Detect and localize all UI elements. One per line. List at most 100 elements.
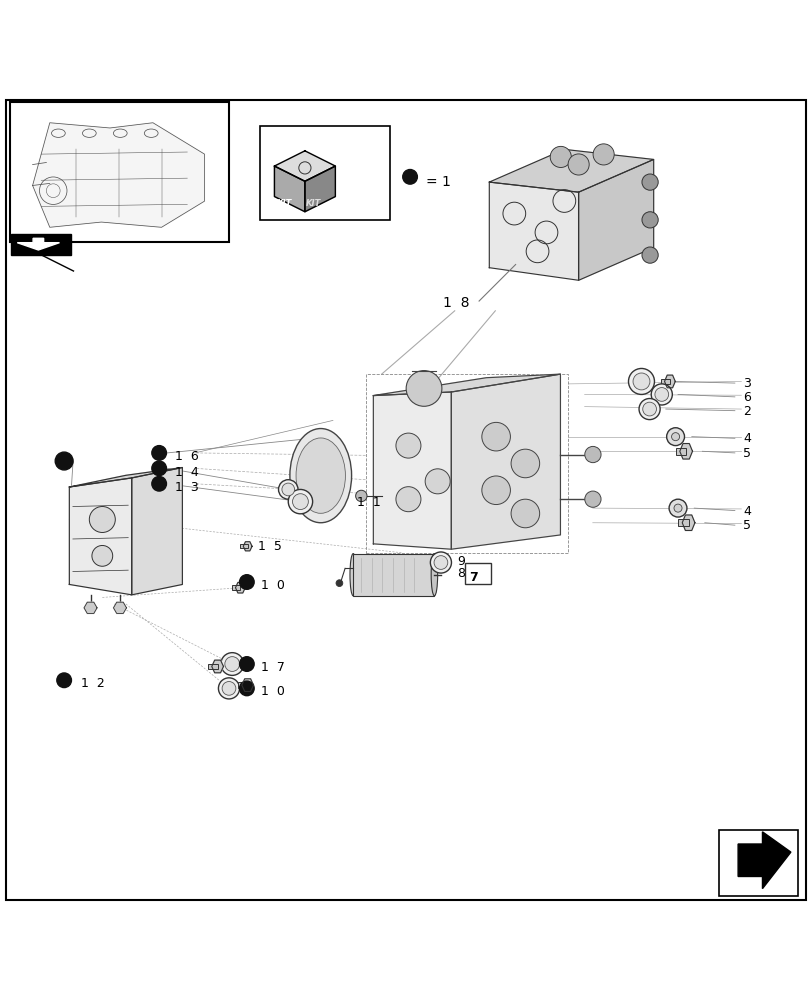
Bar: [675, 448, 685, 455]
Bar: [10, 102, 229, 242]
Polygon shape: [373, 374, 560, 396]
Circle shape: [628, 368, 654, 394]
Circle shape: [278, 480, 298, 499]
Polygon shape: [489, 182, 578, 280]
Circle shape: [292, 494, 308, 510]
Bar: [208, 664, 217, 669]
Text: 1  0: 1 0: [261, 685, 285, 698]
Circle shape: [406, 371, 441, 406]
Polygon shape: [235, 582, 245, 593]
Circle shape: [642, 247, 658, 263]
Bar: [240, 544, 247, 548]
Circle shape: [281, 483, 294, 496]
Text: 1  2: 1 2: [81, 677, 105, 690]
Circle shape: [57, 673, 71, 688]
Polygon shape: [373, 392, 451, 549]
Circle shape: [396, 487, 420, 512]
Bar: [353, 554, 434, 596]
Circle shape: [336, 580, 342, 587]
Bar: [677, 519, 688, 526]
Text: 4: 4: [742, 432, 750, 445]
Circle shape: [218, 678, 239, 699]
Polygon shape: [451, 374, 560, 549]
Circle shape: [668, 499, 686, 517]
Polygon shape: [242, 679, 253, 691]
Circle shape: [288, 489, 312, 514]
Polygon shape: [274, 151, 335, 181]
Bar: [718, 830, 797, 896]
Text: = 1: = 1: [426, 175, 451, 189]
Circle shape: [650, 384, 672, 405]
Text: 5: 5: [742, 519, 750, 532]
Circle shape: [510, 449, 539, 478]
Text: 1  0: 1 0: [261, 579, 285, 592]
Circle shape: [152, 476, 166, 491]
Circle shape: [584, 446, 600, 463]
Polygon shape: [274, 166, 304, 212]
Bar: [11, 234, 71, 255]
Text: 1  3: 1 3: [174, 481, 198, 494]
Polygon shape: [679, 444, 692, 459]
Circle shape: [152, 461, 166, 476]
Circle shape: [221, 653, 243, 675]
Circle shape: [642, 212, 658, 228]
Circle shape: [550, 146, 571, 167]
Text: 1  6: 1 6: [174, 450, 198, 463]
Circle shape: [654, 388, 667, 401]
Bar: [465, 563, 491, 584]
Bar: [365, 374, 568, 553]
Ellipse shape: [290, 429, 351, 523]
Ellipse shape: [296, 438, 345, 513]
Text: KIT: KIT: [277, 199, 292, 208]
Circle shape: [592, 144, 613, 165]
Circle shape: [481, 476, 510, 505]
Circle shape: [642, 402, 655, 416]
Polygon shape: [69, 478, 131, 595]
Circle shape: [638, 398, 659, 420]
Circle shape: [434, 556, 447, 569]
Circle shape: [666, 428, 684, 446]
Circle shape: [152, 446, 166, 460]
Bar: [238, 682, 247, 688]
Circle shape: [239, 657, 254, 671]
Polygon shape: [663, 375, 675, 388]
Polygon shape: [114, 602, 127, 613]
Polygon shape: [84, 602, 97, 613]
Polygon shape: [212, 660, 223, 673]
Text: 1  5: 1 5: [258, 540, 281, 553]
Text: 9: 9: [457, 555, 465, 568]
Text: 5: 5: [742, 447, 750, 460]
Circle shape: [225, 657, 239, 671]
Circle shape: [568, 154, 589, 175]
Circle shape: [642, 174, 658, 190]
Text: 4: 4: [742, 505, 750, 518]
Text: 7: 7: [469, 571, 478, 584]
Text: 2: 2: [742, 405, 750, 418]
Text: KIT: KIT: [306, 199, 321, 208]
Circle shape: [396, 433, 420, 458]
Bar: [660, 379, 669, 384]
Circle shape: [222, 682, 235, 695]
Circle shape: [510, 499, 539, 528]
Ellipse shape: [431, 554, 437, 596]
Polygon shape: [737, 832, 790, 889]
Circle shape: [239, 681, 254, 696]
Circle shape: [673, 504, 681, 512]
Circle shape: [671, 433, 679, 441]
Polygon shape: [243, 542, 251, 551]
Polygon shape: [304, 166, 335, 212]
Polygon shape: [17, 238, 59, 250]
Polygon shape: [578, 159, 653, 280]
Polygon shape: [32, 123, 204, 227]
Text: 1  7: 1 7: [261, 661, 285, 674]
Circle shape: [402, 170, 417, 184]
Polygon shape: [69, 468, 182, 487]
Circle shape: [92, 545, 113, 566]
Text: 8: 8: [457, 567, 465, 580]
Text: 1  8: 1 8: [442, 296, 469, 310]
Polygon shape: [131, 468, 182, 595]
Circle shape: [481, 422, 510, 451]
Text: 1  1: 1 1: [357, 496, 380, 509]
Circle shape: [633, 373, 649, 390]
Circle shape: [584, 491, 600, 507]
